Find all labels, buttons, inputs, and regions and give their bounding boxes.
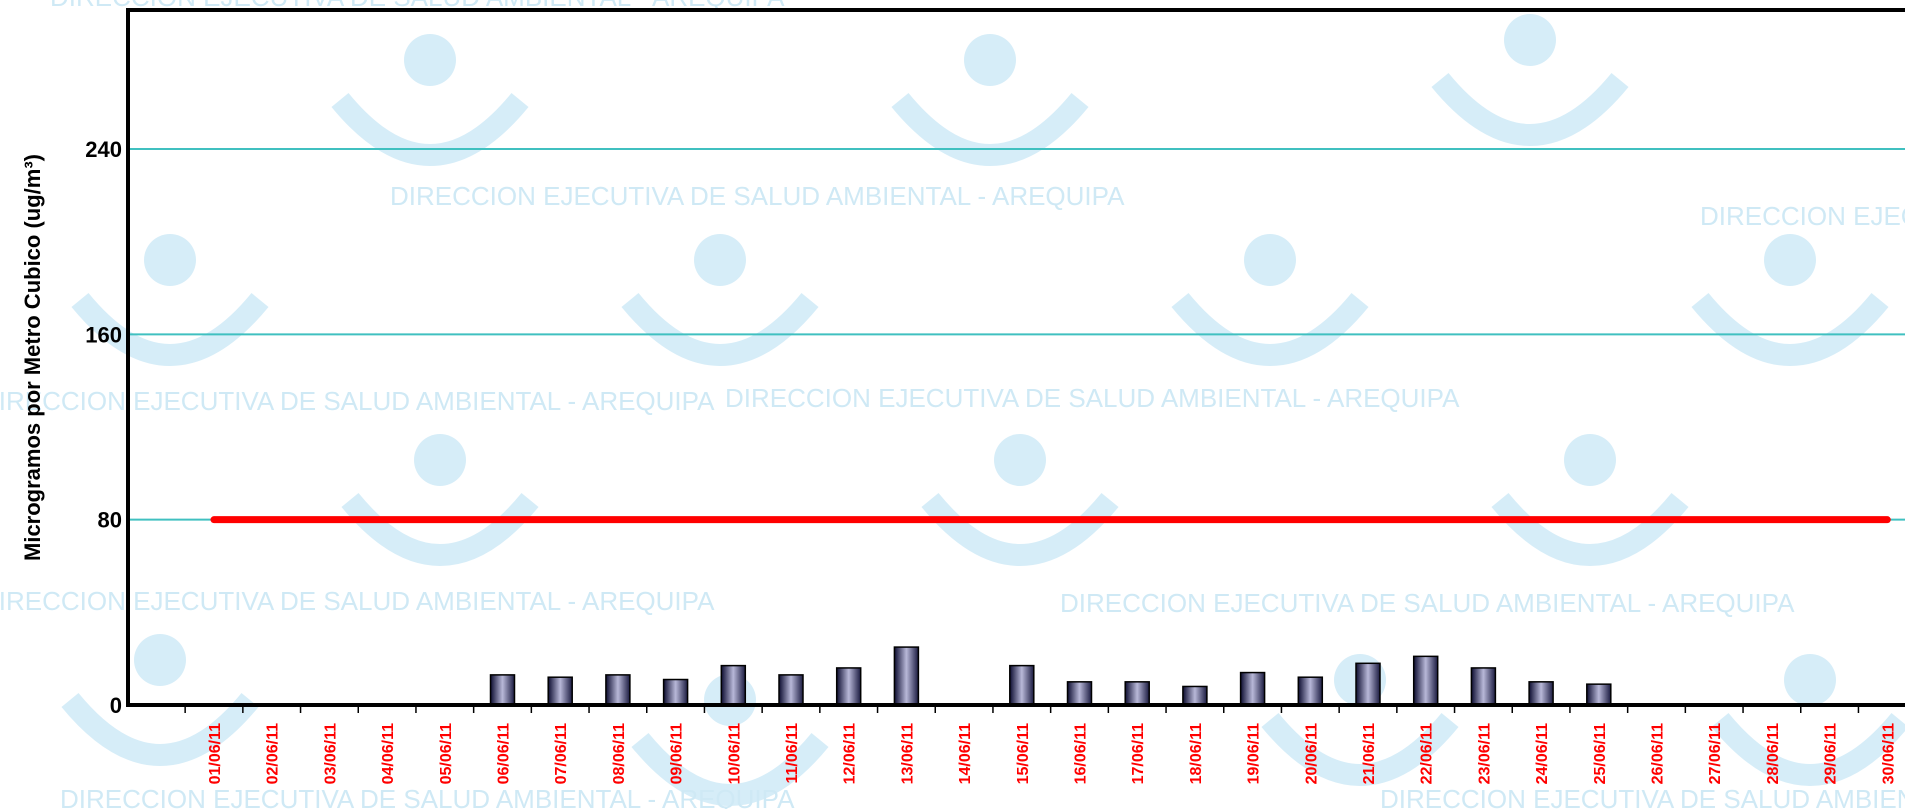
watermark-logo: [1784, 654, 1836, 706]
x-tick-label: 24/06/11: [1534, 723, 1551, 785]
bar: [1587, 684, 1611, 705]
x-tick-label: 20/06/11: [1303, 723, 1320, 785]
watermark-logo: [1504, 14, 1556, 66]
watermark-text: DIRECCION EJECUTIVA DE SALUD AMBIENTAL -…: [1060, 588, 1795, 618]
x-tick-label: 07/06/11: [553, 723, 570, 785]
y-tick-label: 80: [98, 508, 122, 533]
x-tick-label: 06/06/11: [496, 723, 513, 785]
watermark-logo: [404, 34, 456, 86]
y-tick-label: 240: [85, 137, 122, 162]
watermark-logo: [694, 234, 746, 286]
bar: [548, 677, 572, 705]
bar: [1241, 673, 1265, 705]
watermark-logo: [964, 34, 1016, 86]
watermark-logo: [900, 100, 1080, 155]
x-tick-label: 12/06/11: [842, 723, 859, 785]
watermark-logo: [930, 500, 1110, 555]
watermark-logo: [134, 634, 186, 686]
watermark-text: DIRECCION EJECUTIVA DE SALUD AMBIENTAL -…: [1700, 201, 1905, 231]
watermark-text: DIRECCION EJECUTIVA DE SALUD AMBIENTAL -…: [0, 386, 715, 416]
x-tick-label: 21/06/11: [1361, 723, 1378, 785]
bar: [721, 666, 745, 705]
x-tick-label: 02/06/11: [265, 723, 282, 785]
watermark-logo: [994, 434, 1046, 486]
watermark-logo: [1244, 234, 1296, 286]
watermark-logo: [144, 234, 196, 286]
bar: [491, 675, 515, 705]
watermark-logo: [630, 300, 810, 355]
x-tick-label: 08/06/11: [611, 723, 628, 785]
watermark-layer: DIRECCION EJECUTIVA DE SALUD AMBIENTAL -…: [0, 0, 1905, 809]
y-axis-title: Microgramos por Metro Cubico (ug/m³): [20, 154, 45, 561]
x-tick-label: 17/06/11: [1130, 723, 1147, 785]
watermark-text: DIRECCION EJECUTIVA DE SALUD AMBIENTAL -…: [390, 181, 1125, 211]
y-tick-label: 0: [110, 693, 122, 718]
x-tick-label: 01/06/11: [207, 723, 224, 785]
bar: [894, 647, 918, 705]
bar: [664, 680, 688, 705]
x-tick-label: 26/06/11: [1650, 723, 1667, 785]
watermark-text: DIRECCION EJECUTIVA DE SALUD AMBIENTAL -…: [0, 586, 715, 616]
bar: [1183, 686, 1207, 705]
watermark-logo: [1720, 720, 1900, 775]
x-tick-label: 13/06/11: [899, 723, 916, 785]
watermark-logo: [1564, 434, 1616, 486]
watermark-logo: [1180, 300, 1360, 355]
watermark-logo: [1440, 80, 1620, 135]
x-tick-label: 14/06/11: [957, 723, 974, 785]
x-tick-label: 18/06/11: [1188, 723, 1205, 785]
bar: [1125, 682, 1149, 705]
chart: DIRECCION EJECUTIVA DE SALUD AMBIENTAL -…: [0, 0, 1905, 809]
x-tick-label: 27/06/11: [1707, 723, 1724, 785]
bar: [1529, 682, 1553, 705]
bar: [1298, 677, 1322, 705]
x-tick-label: 11/06/11: [784, 723, 801, 784]
y-tick-label: 160: [85, 322, 122, 347]
watermark-logo: [414, 434, 466, 486]
x-tick-label: 29/06/11: [1823, 723, 1840, 785]
x-tick-label: 30/06/11: [1880, 723, 1897, 785]
x-tick-label: 19/06/11: [1246, 723, 1263, 785]
watermark-logo: [1700, 300, 1880, 355]
watermark-logo: [340, 100, 520, 155]
bar: [779, 675, 803, 705]
bar: [1414, 656, 1438, 705]
x-tick-label: 23/06/11: [1476, 723, 1493, 785]
bar: [1356, 663, 1380, 705]
watermark-text: DIRECCION EJECUTIVA DE SALUD AMBIENTAL -…: [60, 784, 795, 809]
x-tick-label: 15/06/11: [1015, 723, 1032, 785]
x-tick-label: 05/06/11: [438, 723, 455, 785]
bar: [837, 668, 861, 705]
x-tick-label: 16/06/11: [1073, 723, 1090, 785]
x-tick-label: 22/06/11: [1419, 723, 1436, 785]
x-tick-label: 04/06/11: [380, 723, 397, 785]
watermark-logo: [1764, 234, 1816, 286]
x-tick-label: 28/06/11: [1765, 723, 1782, 785]
x-tick-label: 25/06/11: [1592, 723, 1609, 785]
bar: [1471, 668, 1495, 705]
x-tick-label: 03/06/11: [322, 723, 339, 785]
watermark-logo: [350, 500, 530, 555]
bar: [1010, 666, 1034, 705]
watermark-logo: [1500, 500, 1680, 555]
x-tick-label: 09/06/11: [669, 723, 686, 785]
bar: [606, 675, 630, 705]
watermark-text: DIRECCION EJECUTIVA DE SALUD AMBIENTAL -…: [1380, 784, 1905, 809]
watermark-text: DIRECCION EJECUTIVA DE SALUD AMBIENTAL -…: [725, 383, 1460, 413]
bar: [1068, 682, 1092, 705]
x-tick-label: 10/06/11: [726, 723, 743, 785]
